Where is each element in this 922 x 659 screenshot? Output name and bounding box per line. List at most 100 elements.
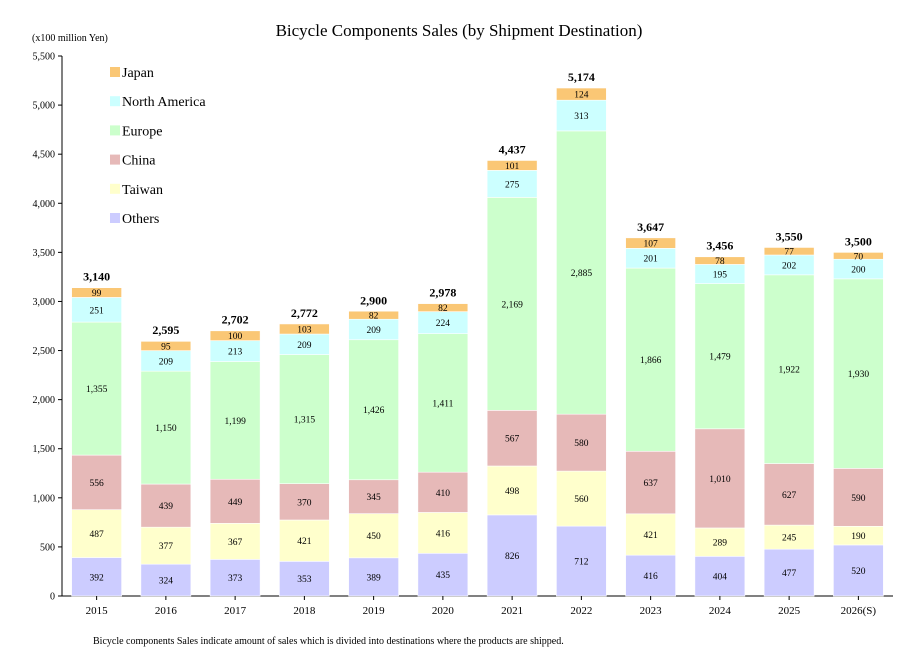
bar-segment-europe bbox=[140, 370, 192, 485]
segment-value-label: 1,355 bbox=[86, 385, 108, 395]
y-tick-label: 1,000 bbox=[33, 493, 56, 504]
legend-item-label: Others bbox=[122, 212, 159, 227]
segment-value-label: 82 bbox=[438, 304, 448, 314]
segment-value-label: 209 bbox=[297, 341, 312, 351]
legend-swatch bbox=[110, 213, 120, 223]
bar-segment-taiwan bbox=[279, 519, 330, 562]
bar-total-label: 3,500 bbox=[845, 234, 872, 248]
x-tick-label: 2019 bbox=[363, 605, 386, 617]
y-tick-label: 500 bbox=[40, 542, 55, 553]
segment-value-label: 590 bbox=[851, 494, 866, 504]
bar-segment-japan bbox=[417, 303, 469, 312]
segment-value-label: 224 bbox=[436, 319, 451, 329]
segment-value-label: 410 bbox=[436, 489, 451, 499]
bar-segment-taiwan bbox=[763, 524, 815, 550]
segment-value-label: 1,922 bbox=[778, 366, 800, 376]
bar-segment-japan bbox=[486, 160, 538, 171]
bar-total-label: 3,550 bbox=[776, 229, 803, 243]
segment-value-label: 251 bbox=[90, 306, 105, 316]
segment-value-label: 124 bbox=[574, 91, 589, 101]
segment-value-label: 487 bbox=[90, 530, 105, 540]
bar-segment-europe bbox=[71, 321, 122, 456]
bar-segment-taiwan bbox=[625, 513, 676, 556]
y-tick-label: 3,500 bbox=[33, 248, 56, 259]
segment-value-label: 1,479 bbox=[709, 353, 731, 363]
x-tick-label: 2022 bbox=[570, 605, 592, 617]
bar-segment-europe bbox=[348, 339, 399, 481]
segment-value-label: 195 bbox=[713, 271, 728, 281]
segment-value-label: 190 bbox=[851, 532, 866, 542]
segment-value-label: 313 bbox=[574, 112, 589, 122]
segment-value-label: 580 bbox=[574, 439, 589, 449]
segment-value-label: 370 bbox=[297, 498, 312, 508]
bar-segment-china bbox=[556, 413, 607, 472]
y-tick-label: 0 bbox=[50, 592, 55, 603]
bar-segment-japan bbox=[694, 256, 746, 265]
bar-segment-taiwan bbox=[556, 470, 607, 527]
segment-value-label: 78 bbox=[715, 257, 725, 267]
legend-swatch bbox=[110, 125, 120, 136]
segment-value-label: 392 bbox=[90, 573, 105, 583]
bar-total-label: 3,456 bbox=[706, 239, 733, 253]
segment-value-label: 1,930 bbox=[848, 370, 870, 380]
y-tick-label: 2,000 bbox=[33, 395, 56, 406]
bar-segment-china bbox=[763, 463, 815, 526]
bar-segment-europe bbox=[417, 333, 469, 473]
bar-segment-china bbox=[348, 479, 399, 514]
segment-value-label: 213 bbox=[228, 348, 243, 358]
bar-segment-europe bbox=[833, 278, 884, 469]
x-tick-label: 2017 bbox=[224, 605, 247, 617]
segment-value-label: 245 bbox=[782, 534, 797, 544]
x-tick-label: 2015 bbox=[86, 605, 109, 617]
bar-segment-others bbox=[556, 525, 607, 597]
bar-segment-china bbox=[625, 450, 676, 515]
x-tick-label: 2016 bbox=[155, 605, 178, 617]
bar-total-label: 2,595 bbox=[152, 323, 179, 337]
segment-value-label: 520 bbox=[851, 567, 866, 577]
x-tick-label: 2020 bbox=[432, 605, 455, 617]
bar-segment-north-america bbox=[556, 99, 607, 132]
x-tick-label: 2026(S) bbox=[841, 605, 877, 617]
segment-value-label: 477 bbox=[782, 569, 797, 579]
legend-swatch bbox=[110, 154, 120, 165]
x-tick-label: 2024 bbox=[709, 605, 732, 617]
legend-item-label: China bbox=[122, 154, 156, 169]
y-tick-label: 5,000 bbox=[33, 101, 56, 112]
bar-segment-japan bbox=[209, 330, 261, 341]
unit-label: (x100 million Yen) bbox=[32, 33, 108, 44]
bar-segment-others bbox=[348, 557, 399, 597]
bar-segment-china bbox=[209, 478, 261, 524]
segment-value-label: 637 bbox=[644, 479, 659, 489]
bar-segment-china bbox=[279, 483, 330, 521]
bar-segment-japan bbox=[556, 87, 607, 101]
legend: Japan North America Europe China Taiwan Other… bbox=[110, 66, 206, 227]
segment-value-label: 373 bbox=[228, 574, 243, 584]
x-tick-label: 2021 bbox=[501, 605, 523, 617]
segment-value-label: 2,169 bbox=[501, 300, 523, 310]
segment-value-label: 101 bbox=[505, 162, 520, 172]
x-tick-label: 2025 bbox=[778, 605, 801, 617]
segment-value-label: 77 bbox=[784, 248, 794, 258]
segment-value-label: 1,866 bbox=[640, 356, 662, 366]
segment-value-label: 627 bbox=[782, 491, 797, 501]
bar-total-label: 4,437 bbox=[499, 142, 526, 156]
segment-value-label: 567 bbox=[505, 435, 520, 445]
bar-segment-taiwan bbox=[486, 465, 538, 516]
bar-segment-china bbox=[71, 454, 122, 510]
chart-title: Bicycle Components Sales (by Shipment De… bbox=[276, 21, 643, 40]
y-tick-label: 4,000 bbox=[33, 199, 56, 210]
bar-segment-europe bbox=[209, 361, 261, 480]
y-tick-label: 3,000 bbox=[33, 297, 56, 308]
segment-value-label: 1,426 bbox=[363, 406, 385, 416]
bar-segment-others bbox=[486, 514, 538, 597]
bar-segment-japan bbox=[140, 341, 192, 351]
bar-segment-others bbox=[833, 544, 884, 597]
segment-value-label: 439 bbox=[159, 502, 174, 512]
segment-value-label: 498 bbox=[505, 487, 520, 497]
segment-value-label: 209 bbox=[159, 357, 174, 367]
segment-value-label: 377 bbox=[159, 542, 174, 552]
legend-item-label: North America bbox=[122, 95, 206, 110]
bar-segment-others bbox=[417, 552, 469, 597]
segment-value-label: 560 bbox=[574, 495, 589, 505]
